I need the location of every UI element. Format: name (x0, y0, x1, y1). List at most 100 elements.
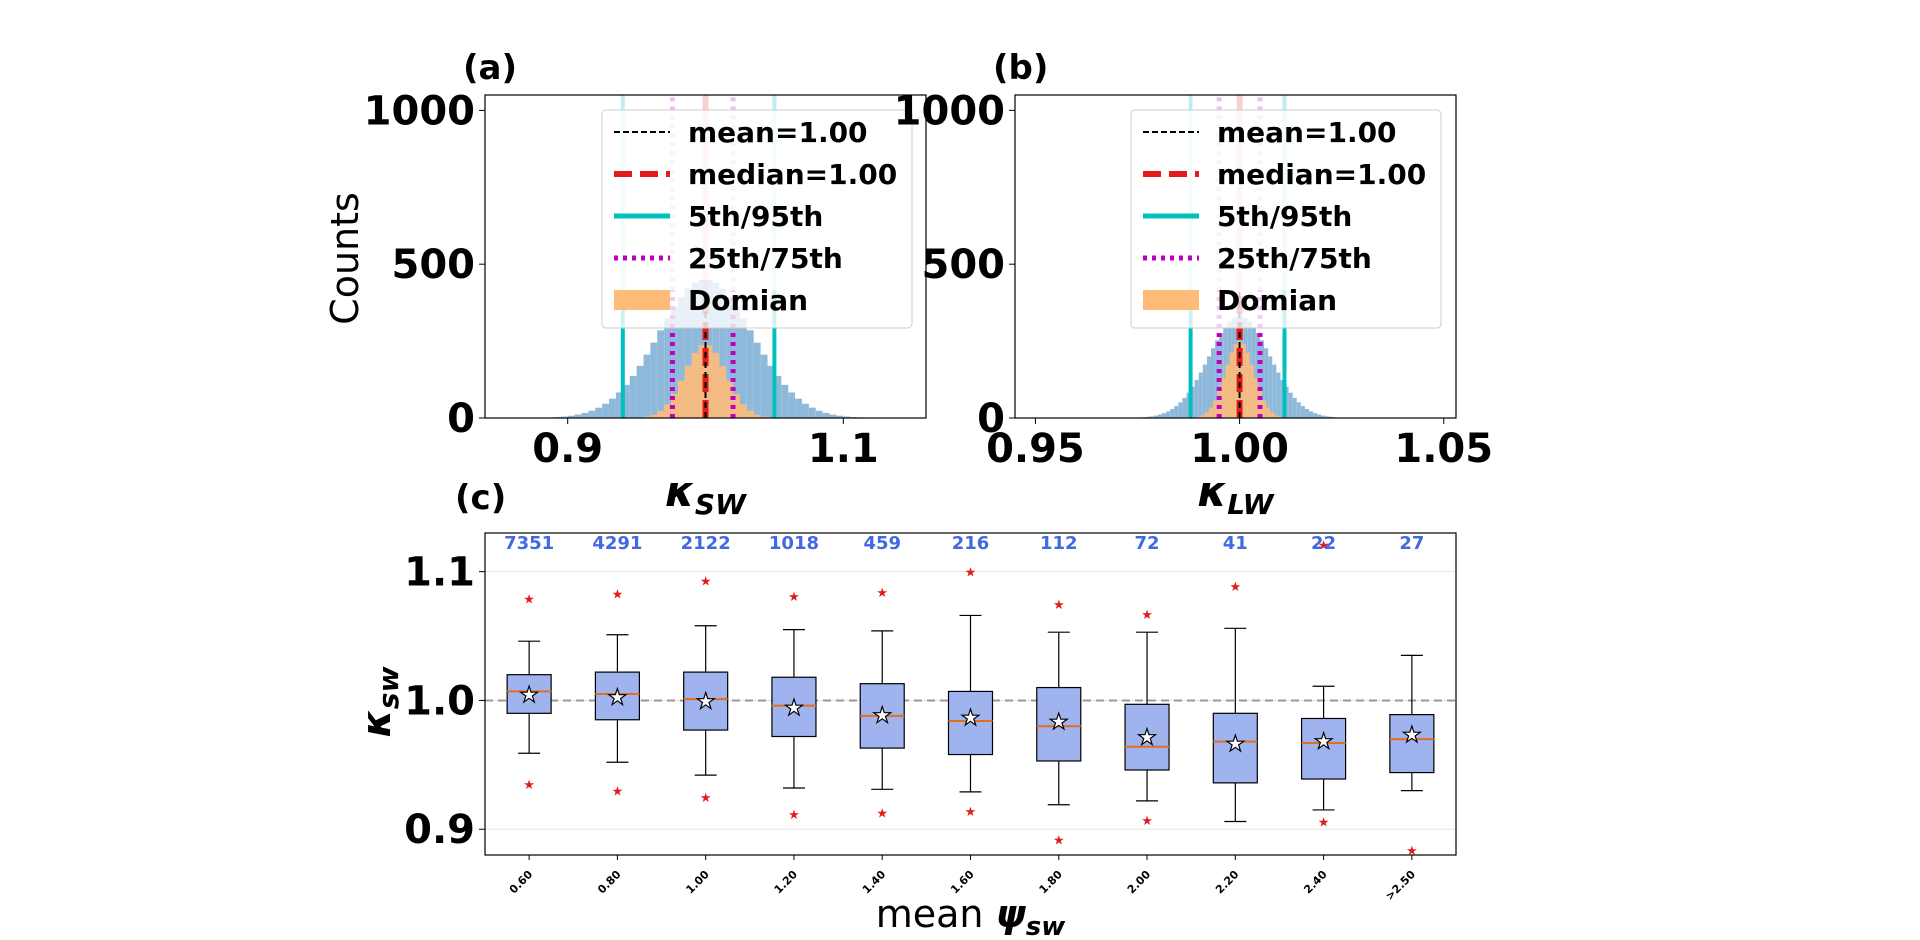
hist-bar-47 (808, 407, 816, 418)
hist-bar-50 (1219, 333, 1224, 418)
legend-label-2: 5th/95th (1217, 200, 1352, 233)
hist-bar-18 (609, 398, 616, 418)
flier-upper-4: ★ (876, 586, 888, 601)
hist-bar-43 (781, 384, 789, 418)
flier-lower-6: ★ (1053, 834, 1065, 849)
y-axis-label: κsw (354, 666, 405, 737)
flier-lower-0: ★ (523, 778, 535, 793)
hist-bar-75 (1321, 415, 1326, 418)
x-tick-label-0: 0.95 (986, 426, 1085, 472)
count-label-3: 1018 (769, 533, 819, 554)
x-tick-label-10: >2.50 (1383, 868, 1418, 903)
domain-bar-15 (705, 345, 713, 418)
x-axis-label-sub: sw (1026, 912, 1066, 940)
hist-bar-21 (629, 375, 637, 418)
x-tick-label-3: 1.20 (772, 868, 801, 897)
mean-star-1: ★ (608, 686, 628, 711)
x-axis-label-prefix: mean (876, 892, 996, 936)
hist-bar-29 (684, 288, 692, 418)
hist-bar-68 (1292, 397, 1297, 418)
domain-bar-12 (684, 365, 692, 418)
domain-bar-9 (1204, 412, 1209, 418)
x-tick-label-2: 1.05 (1394, 426, 1493, 472)
hist-bar-71 (1304, 408, 1309, 418)
y-axis-label: Counts (323, 192, 367, 325)
x-axis-label: κSW (665, 467, 747, 521)
hist-bar-72 (1309, 411, 1314, 418)
hist-bar-38 (1170, 408, 1175, 418)
hist-bar-49 (822, 412, 830, 418)
x-tick-label-9: 2.40 (1301, 868, 1330, 897)
legend-label-2: 5th/95th (688, 200, 823, 233)
hist-bar-44 (788, 392, 796, 418)
hist-bar-45 (795, 398, 802, 418)
domain-bar-14 (698, 345, 706, 418)
mean-star-8: ★ (1225, 732, 1245, 757)
hist-bar-45 (1198, 372, 1203, 418)
hist-bar-33 (712, 282, 720, 418)
y-tick-label-2: 1000 (894, 88, 1005, 134)
hist-bar-48 (815, 410, 823, 418)
hist-bar-52 (843, 416, 851, 418)
x-axis-label-sub: LW (1227, 488, 1274, 521)
domain-bar-11 (677, 380, 685, 418)
flier-upper-1: ★ (612, 588, 624, 603)
mean-star-6: ★ (1049, 710, 1069, 735)
hist-bar-38 (746, 330, 754, 418)
hist-bar-34 (719, 288, 727, 418)
hist-bar-15 (588, 410, 596, 418)
y-axis-label-sub: sw (372, 666, 405, 709)
domain-bar-13 (1221, 377, 1226, 418)
flier-upper-7: ★ (1141, 608, 1153, 623)
flier-upper-0: ★ (523, 593, 535, 608)
x-tick-label-8: 2.20 (1213, 868, 1242, 897)
hist-bar-17 (602, 403, 610, 418)
y-tick-label-0: 0 (447, 396, 475, 442)
mean-star-7: ★ (1137, 726, 1157, 751)
panel-c: ★ ★ ★ 7351 0.60 ★ ★ ★ 4291 0.80 ★ ★ ★ 2122 1.00 ★ ★ ★ 1018… (354, 478, 1457, 940)
axes-frame (1014, 94, 1457, 419)
axes-frame (484, 532, 1457, 856)
mean-star-4: ★ (872, 704, 892, 729)
domain-bar-14 (1225, 364, 1230, 418)
box-6 (1036, 686, 1082, 762)
box-7 (1124, 703, 1170, 771)
domain-bar-21 (746, 410, 754, 418)
hist-bar-20 (622, 384, 630, 418)
flier-upper-6: ★ (1053, 598, 1065, 613)
hist-bar-65 (1280, 379, 1285, 418)
x-tick-label-2: 1.00 (683, 868, 712, 897)
hist-bar-63 (1272, 364, 1277, 418)
legend-box (601, 109, 913, 329)
panel-letter: (c) (455, 478, 506, 518)
domain-bar-18 (726, 380, 734, 418)
box-8 (1212, 712, 1258, 784)
legend-label-4: Domian (688, 284, 808, 317)
y-tick-label-2: 1.1 (404, 550, 475, 596)
x-tick-label-7: 2.00 (1125, 868, 1154, 897)
count-label-5: 216 (952, 533, 990, 554)
count-label-8: 41 (1223, 533, 1248, 554)
domain-bar-18 (1241, 344, 1246, 418)
hist-bar-70 (1300, 406, 1305, 418)
flier-lower-5: ★ (965, 805, 977, 820)
hist-bar-37 (1166, 411, 1171, 418)
hist-bar-28 (677, 296, 685, 418)
flier-upper-9: ★ (1318, 539, 1330, 554)
flier-lower-1: ★ (612, 785, 624, 800)
panel-letter: (b) (993, 48, 1048, 88)
domain-bar-15 (1229, 352, 1234, 418)
domain-bar-10 (1208, 407, 1214, 418)
domain-bar-20 (1249, 364, 1254, 418)
domain-bar-24 (1266, 407, 1271, 418)
hist-bar-41 (767, 365, 775, 418)
y-axis-label-main: κ (354, 709, 400, 737)
domain-bar-8 (657, 410, 665, 418)
hist-bar-50 (829, 414, 837, 418)
mean-star-0: ★ (519, 683, 539, 708)
domain-bar-7 (650, 414, 658, 418)
domain-bar-17 (719, 365, 727, 418)
domain-bar-11 (1213, 400, 1218, 418)
flier-upper-8: ★ (1229, 580, 1241, 595)
